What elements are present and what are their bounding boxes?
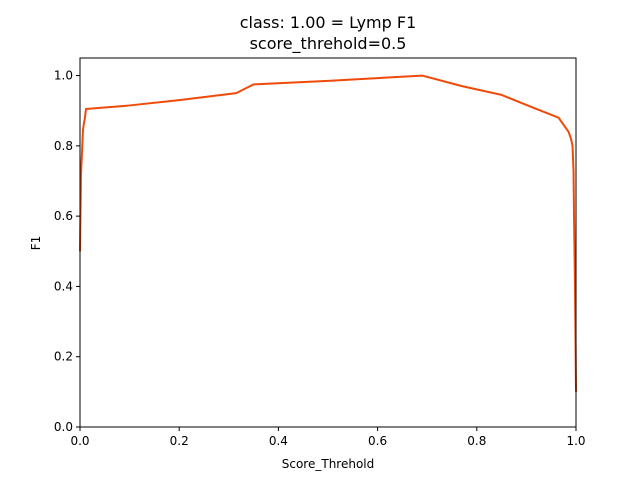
y-axis-ticks: 0.0 0.2 0.4 0.6 0.8 1.0 (54, 69, 80, 434)
y-tick-label: 1.0 (54, 69, 73, 83)
series-line-1 (79, 74, 577, 392)
y-tick-label: 0.4 (54, 279, 73, 293)
x-tick-label: 0.6 (368, 434, 387, 448)
x-tick-label: 0.2 (170, 434, 189, 448)
x-tick-label: 1.0 (566, 434, 585, 448)
chart-title: class: 1.00 = Lymp F1 (240, 13, 417, 32)
series-layer (79, 74, 577, 392)
x-tick-label: 0.8 (467, 434, 486, 448)
chart-subtitle: score_threhold=0.5 (250, 34, 407, 54)
x-axis-ticks: 0.0 0.2 0.4 0.6 0.8 1.0 (70, 427, 586, 448)
x-axis-label: Score_Threhold (282, 457, 375, 471)
y-axis-label: F1 (29, 236, 43, 251)
plot-area: 0.0 0.2 0.4 0.6 0.8 1.0 0.0 0.2 0.4 0.6 0.8 1.0 (54, 57, 586, 448)
plot-background (80, 58, 576, 427)
x-tick-label: 0.0 (70, 434, 89, 448)
plot-frame (79, 57, 577, 428)
y-tick-label: 0.2 (54, 350, 73, 364)
x-tick-label: 0.4 (269, 434, 288, 448)
y-tick-label: 0.6 (54, 209, 73, 223)
y-tick-label: 0.8 (54, 139, 73, 153)
y-tick-label: 0.0 (54, 420, 73, 434)
